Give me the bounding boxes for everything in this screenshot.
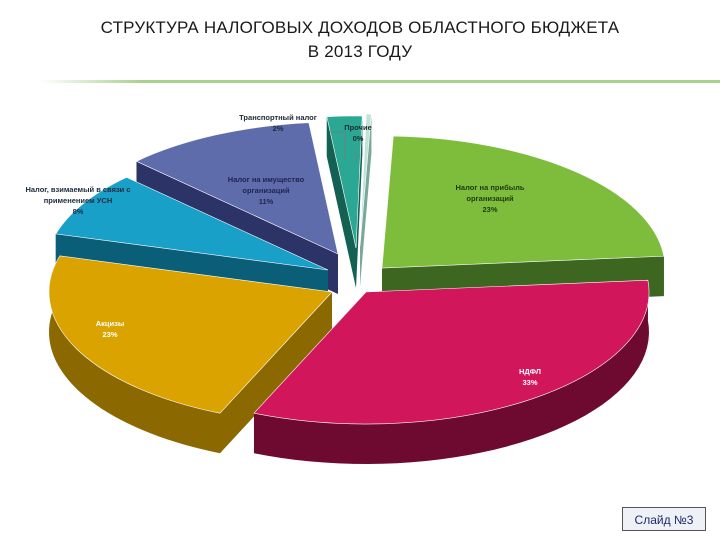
pie-side [49,255,220,454]
pie-slice [381,135,665,269]
data-label-value: 23% [102,330,117,339]
title-line-2: В 2013 ГОДУ [307,42,413,61]
pie-slice [55,176,329,271]
data-label-value: 2% [273,124,284,133]
pie-tops [48,113,665,425]
pie-slice [359,113,372,247]
pie-wall [356,116,363,288]
pie-wall [360,114,372,286]
data-label-text: Налог, взимаемый в связи с [25,185,130,194]
pie-side [253,280,649,464]
data-label: Налог на имущество организаций 11% [228,175,305,206]
data-label-text: Налог на прибыль [456,183,525,192]
data-label: Транспортный налог 2% [239,113,317,133]
data-label-text: применением УСН [44,196,113,205]
data-label-value: 11% [259,197,274,206]
slide-number-badge: Слайд №3 [622,507,706,531]
data-label: НДФЛ 33% [519,367,541,387]
data-label-value: 33% [522,378,537,387]
data-labels: Налог на прибыль организаций 23% НДФЛ 33% Акц… [25,113,541,387]
data-label-text: Прочие [344,123,372,132]
leader-line [330,131,346,160]
data-label: Акцизы 23% [96,319,125,339]
data-label: Налог на прибыль организаций 23% [456,183,525,214]
data-label: Прочие 0% [344,123,372,143]
data-label-text: Транспортный налог [239,113,317,122]
pie-slice [326,115,363,249]
pie-slice [253,279,650,425]
data-label-text: Налог на имущество [228,175,305,184]
data-label-text: организаций [466,194,514,203]
title-divider [40,80,720,83]
data-label: Налог, взимаемый в связи с применением УС… [25,185,130,216]
pie-slice [135,122,339,255]
pie-wall [219,292,332,454]
data-label-text: Акцизы [96,319,125,328]
data-label-value: 23% [482,205,497,214]
pie-slice [48,255,333,414]
data-label-text: организаций [242,186,290,195]
pie-wall [326,116,356,288]
data-label-value: 8% [73,207,84,216]
data-label-value: 0% [353,134,364,143]
data-label-text: НДФЛ [519,367,541,376]
title-line-1: СТРУКТУРА НАЛОГОВЫХ ДОХОДОВ ОБЛАСТНОГО Б… [100,18,620,37]
chart-title: СТРУКТУРА НАЛОГОВЫХ ДОХОДОВ ОБЛАСТНОГО Б… [0,16,720,64]
